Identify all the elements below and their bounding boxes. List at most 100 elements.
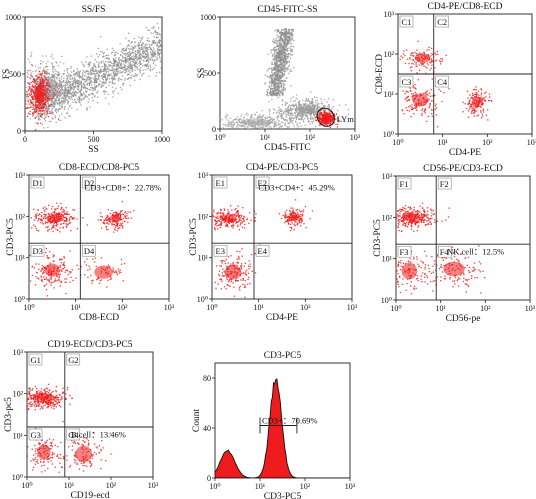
event-dot <box>68 90 70 92</box>
event-dot <box>148 75 150 77</box>
event-dot <box>409 58 411 60</box>
event-dot <box>404 62 407 64</box>
event-dot <box>47 116 49 118</box>
event-dot <box>276 58 278 60</box>
event-dot <box>102 79 104 81</box>
event-dot <box>45 93 47 95</box>
event-dot <box>132 68 134 71</box>
event-dot <box>280 68 282 70</box>
event-dot <box>85 87 88 90</box>
event-dot <box>276 111 278 113</box>
event-dot <box>283 69 285 71</box>
event-dot <box>304 117 306 120</box>
event-dot <box>81 94 83 97</box>
event-dot <box>67 68 69 70</box>
event-dot <box>279 69 281 71</box>
event-dot <box>27 100 29 102</box>
event-dot <box>149 70 152 72</box>
event-dot <box>137 44 140 46</box>
event-dot <box>274 65 277 67</box>
event-dot <box>284 89 286 91</box>
event-dot <box>159 45 162 47</box>
event-dot <box>33 112 35 114</box>
event-dot <box>155 75 157 77</box>
event-dot <box>88 79 90 81</box>
event-dot <box>266 116 268 118</box>
event-dot <box>69 75 72 77</box>
event-dot <box>42 79 44 81</box>
event-dot <box>110 77 113 80</box>
event-dot <box>288 64 290 66</box>
event-dot <box>285 32 287 34</box>
event-dot <box>311 104 313 106</box>
event-dot <box>99 70 101 72</box>
event-dot <box>74 73 76 76</box>
event-dot <box>275 72 277 74</box>
event-dot <box>278 86 280 88</box>
event-dot <box>255 130 256 131</box>
event-dot <box>305 115 307 117</box>
event-dot <box>122 84 124 86</box>
event-dot <box>403 53 405 55</box>
event-dot <box>268 100 270 103</box>
event-dot <box>97 96 99 98</box>
event-dot <box>30 88 32 91</box>
event-dot <box>275 64 277 66</box>
event-dot <box>274 82 277 84</box>
event-dot <box>54 103 57 105</box>
event-dot <box>45 112 47 114</box>
event-dot <box>132 75 134 77</box>
event-dot <box>280 92 282 95</box>
event-dot <box>153 59 155 61</box>
event-dot <box>45 89 47 91</box>
event-dot <box>278 123 280 126</box>
event-dot <box>145 47 147 49</box>
event-dot <box>275 124 277 126</box>
event-dot <box>411 66 413 68</box>
event-dot <box>128 69 130 71</box>
event-dot <box>277 115 280 117</box>
event-dot <box>135 51 137 53</box>
event-dot <box>284 31 286 33</box>
event-dot <box>278 69 280 71</box>
event-dot <box>416 109 418 112</box>
event-dot <box>226 125 228 127</box>
event-dot <box>111 80 114 82</box>
event-dot <box>286 53 288 56</box>
event-dot <box>281 115 283 117</box>
event-dot <box>109 74 111 76</box>
event-dot <box>431 60 433 62</box>
event-dot <box>117 65 119 67</box>
event-dot <box>278 78 281 80</box>
event-dot <box>38 83 40 85</box>
event-dot <box>101 81 103 83</box>
event-dot <box>75 71 78 74</box>
event-dot <box>281 104 283 106</box>
event-dot <box>312 102 314 104</box>
event-dot <box>142 73 144 75</box>
event-dot <box>98 85 100 87</box>
event-dot <box>288 105 290 107</box>
event-dot <box>73 94 75 96</box>
event-dot <box>118 59 120 61</box>
event-dot <box>113 90 116 92</box>
event-dot <box>278 127 280 129</box>
event-dot <box>158 54 160 56</box>
event-dot <box>108 81 110 84</box>
event-dot <box>51 108 53 110</box>
event-dot <box>40 116 42 118</box>
event-dot <box>289 32 291 35</box>
event-dot <box>258 126 260 128</box>
event-dot <box>94 95 96 97</box>
event-dot <box>276 52 279 54</box>
event-dot <box>291 70 293 72</box>
event-dot <box>329 117 331 119</box>
event-dot <box>290 48 292 50</box>
event-dot <box>274 41 276 44</box>
event-dot <box>39 83 41 85</box>
event-dot <box>101 77 103 80</box>
event-dot <box>279 39 281 42</box>
event-dot <box>114 74 116 76</box>
event-dot <box>319 112 321 114</box>
event-dot <box>316 106 318 108</box>
